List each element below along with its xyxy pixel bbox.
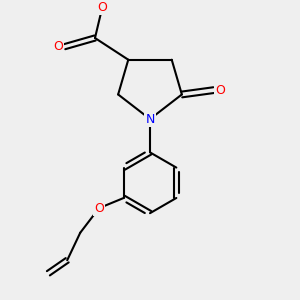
Text: O: O (215, 84, 225, 97)
Text: O: O (97, 1, 107, 14)
Text: O: O (94, 202, 104, 214)
Text: N: N (145, 112, 155, 126)
Text: O: O (53, 40, 63, 53)
